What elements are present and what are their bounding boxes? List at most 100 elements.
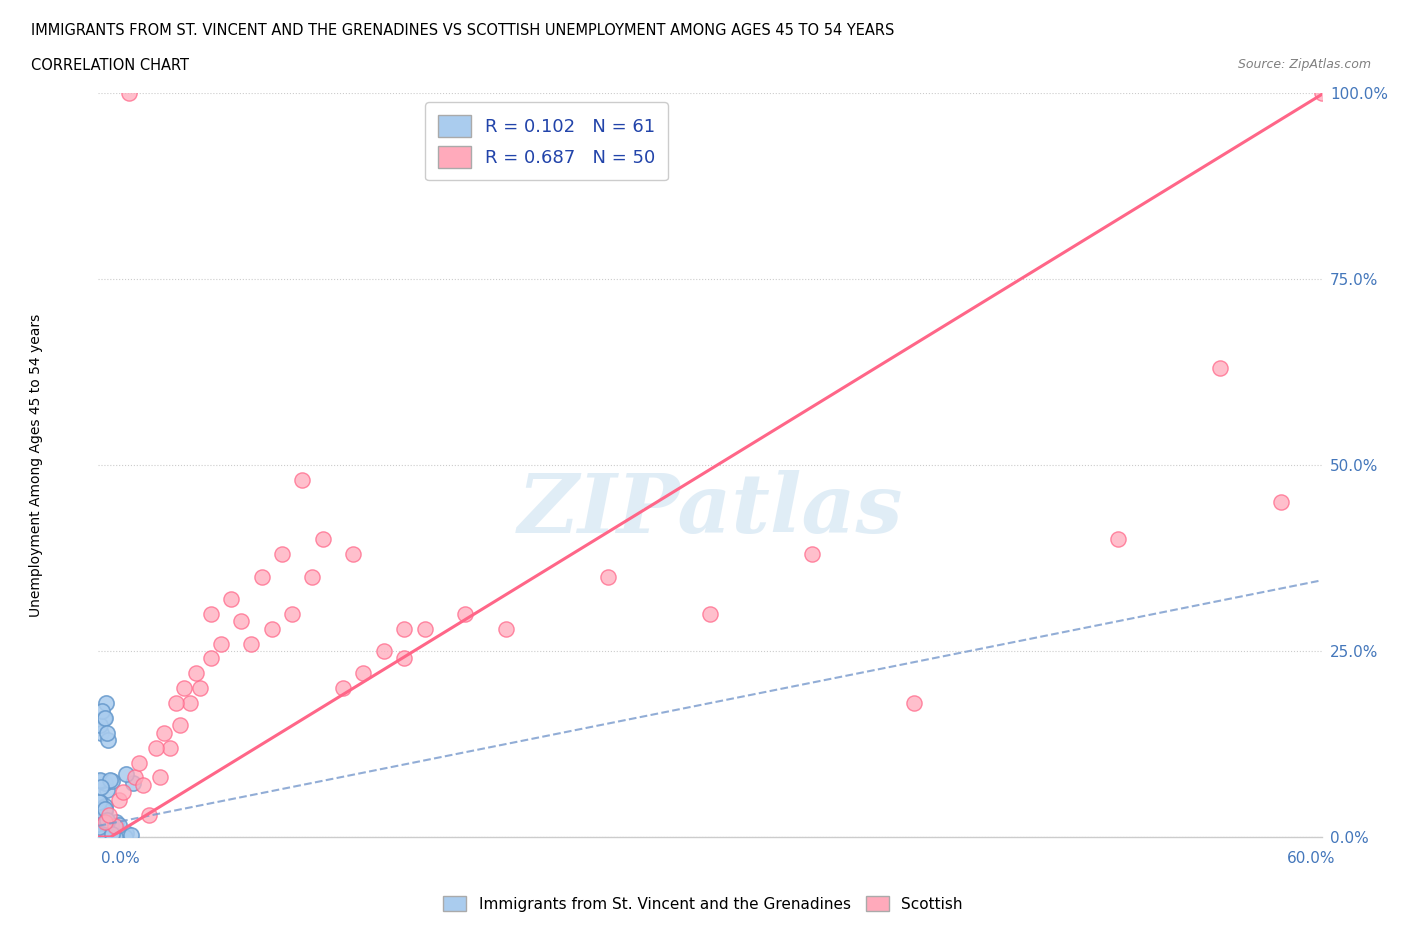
Point <box>96 813 118 828</box>
Point <box>96 830 118 844</box>
Point <box>219 591 242 606</box>
Point <box>120 828 142 843</box>
Point <box>1310 86 1333 100</box>
Point <box>93 815 115 830</box>
Point <box>454 606 477 621</box>
Point <box>188 681 212 696</box>
Point <box>301 569 323 584</box>
Point <box>97 807 120 822</box>
Point <box>332 681 354 696</box>
Point <box>89 820 111 835</box>
Point <box>90 830 112 844</box>
Point <box>250 569 273 584</box>
Point <box>118 86 141 100</box>
Point <box>108 817 131 832</box>
Point <box>100 773 122 788</box>
Point <box>699 606 721 621</box>
Legend: R = 0.102   N = 61, R = 0.687   N = 50: R = 0.102 N = 61, R = 0.687 N = 50 <box>426 102 668 180</box>
Point <box>94 802 117 817</box>
Point <box>87 804 110 819</box>
Point <box>100 819 122 834</box>
Point <box>1270 495 1292 510</box>
Text: 0.0%: 0.0% <box>101 851 141 866</box>
Point <box>111 785 134 800</box>
Point <box>373 644 395 658</box>
Point <box>312 532 335 547</box>
Point <box>114 766 136 781</box>
Point <box>114 830 136 844</box>
Point <box>94 776 117 790</box>
Point <box>100 830 122 844</box>
Y-axis label: Unemployment Among Ages 45 to 54 years: Unemployment Among Ages 45 to 54 years <box>30 313 42 617</box>
Point <box>138 807 160 822</box>
Point <box>96 725 118 740</box>
Point <box>96 815 118 830</box>
Point <box>96 782 118 797</box>
Point <box>108 792 131 807</box>
Point <box>495 621 517 636</box>
Point <box>89 824 111 839</box>
Point <box>291 472 314 487</box>
Point <box>145 740 167 755</box>
Point <box>93 830 115 844</box>
Point <box>231 614 253 629</box>
Point <box>104 815 127 830</box>
Point <box>93 830 115 844</box>
Point <box>104 818 127 833</box>
Point <box>89 795 111 810</box>
Point <box>90 725 112 740</box>
Point <box>94 804 117 818</box>
Point <box>91 801 114 816</box>
Point <box>159 740 181 755</box>
Point <box>152 725 174 740</box>
Point <box>98 829 121 844</box>
Point <box>91 703 114 718</box>
Point <box>392 621 416 636</box>
Point <box>93 711 115 725</box>
Point <box>114 826 136 841</box>
Point <box>240 636 263 651</box>
Point <box>104 830 127 844</box>
Point <box>89 801 111 816</box>
Point <box>132 777 155 792</box>
Point <box>149 770 172 785</box>
Point <box>89 718 111 733</box>
Point <box>260 621 283 636</box>
Point <box>89 794 111 809</box>
Point <box>87 820 110 835</box>
Point <box>352 666 374 681</box>
Text: ZIPatlas: ZIPatlas <box>517 470 903 550</box>
Point <box>94 696 117 711</box>
Point <box>173 681 195 696</box>
Point <box>87 816 110 830</box>
Point <box>87 830 110 844</box>
Point <box>1208 361 1232 376</box>
Point <box>128 755 150 770</box>
Point <box>281 606 304 621</box>
Point <box>91 820 114 835</box>
Point <box>903 696 925 711</box>
Text: CORRELATION CHART: CORRELATION CHART <box>31 58 188 73</box>
Point <box>392 651 416 666</box>
Point <box>93 711 115 725</box>
Point <box>801 547 824 562</box>
Point <box>89 814 111 829</box>
Point <box>90 810 112 825</box>
Point <box>97 733 120 748</box>
Point <box>94 830 117 844</box>
Point <box>90 822 112 837</box>
Point <box>342 547 364 562</box>
Text: 60.0%: 60.0% <box>1288 851 1336 866</box>
Legend: Immigrants from St. Vincent and the Grenadines, Scottish: Immigrants from St. Vincent and the Gren… <box>437 889 969 918</box>
Point <box>186 666 208 681</box>
Point <box>89 772 111 787</box>
Point <box>87 830 110 844</box>
Text: IMMIGRANTS FROM ST. VINCENT AND THE GRENADINES VS SCOTTISH UNEMPLOYMENT AMONG AG: IMMIGRANTS FROM ST. VINCENT AND THE GREN… <box>31 23 894 38</box>
Point <box>200 651 222 666</box>
Point <box>97 817 120 832</box>
Point <box>90 780 112 795</box>
Point <box>91 830 114 844</box>
Point <box>90 809 112 824</box>
Text: Source: ZipAtlas.com: Source: ZipAtlas.com <box>1237 58 1371 71</box>
Point <box>90 813 112 828</box>
